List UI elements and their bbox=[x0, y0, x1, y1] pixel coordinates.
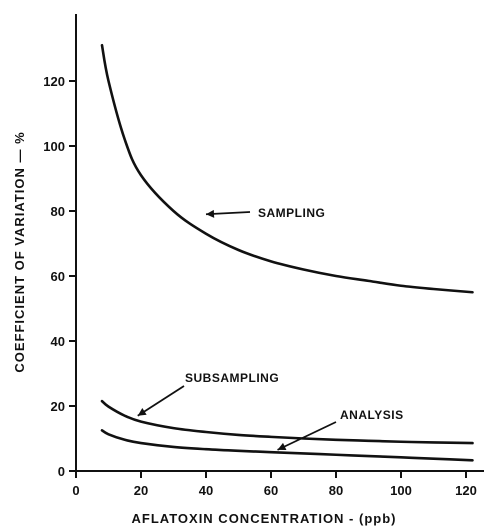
axes bbox=[75, 14, 484, 472]
x-tick-label: 80 bbox=[329, 483, 343, 498]
y-tick-label: 100 bbox=[43, 139, 65, 154]
series-group bbox=[100, 43, 474, 462]
x-tick-label: 0 bbox=[72, 483, 79, 498]
x-tick-label: 20 bbox=[134, 483, 148, 498]
y-tick-label: 0 bbox=[58, 464, 65, 479]
x-tick-label: 120 bbox=[455, 483, 477, 498]
series-line-sampling bbox=[100, 43, 474, 294]
series-line-subsampling bbox=[100, 399, 474, 445]
annotation-analysis-label: ANALYSIS bbox=[340, 408, 404, 422]
y-tick-label: 40 bbox=[51, 334, 65, 349]
x-axis-label: AFLATOXIN CONCENTRATION - (ppb) bbox=[132, 511, 397, 526]
annotations: SAMPLING SUBSAMPLING ANALYSIS bbox=[137, 206, 404, 451]
y-axis-label: COEFFICIENT OF VARIATION — % bbox=[12, 131, 27, 372]
annotation-subsampling-leader bbox=[137, 385, 185, 417]
x-tick-label: 40 bbox=[199, 483, 213, 498]
ticks: 0 20 40 60 80 100 120 0 20 40 60 80 100 120 bbox=[43, 74, 477, 498]
annotation-sampling-label: SAMPLING bbox=[258, 206, 325, 220]
x-tick-label: 60 bbox=[264, 483, 278, 498]
annotation-subsampling-label: SUBSAMPLING bbox=[185, 371, 279, 385]
annotation-subsampling-arrowhead bbox=[137, 408, 147, 416]
y-tick-label: 20 bbox=[51, 399, 65, 414]
y-tick-label: 60 bbox=[51, 269, 65, 284]
annotation-analysis-leader bbox=[277, 421, 337, 451]
y-tick-label: 120 bbox=[43, 74, 65, 89]
y-tick-label: 80 bbox=[51, 204, 65, 219]
series-line-analysis bbox=[100, 429, 474, 462]
x-tick-label: 100 bbox=[390, 483, 412, 498]
annotation-sampling-arrowhead bbox=[206, 209, 215, 218]
annotation-analysis-arrowhead bbox=[277, 442, 287, 451]
